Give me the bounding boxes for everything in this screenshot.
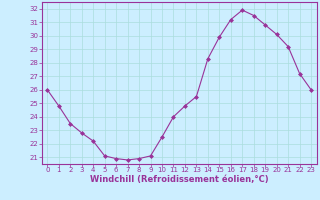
X-axis label: Windchill (Refroidissement éolien,°C): Windchill (Refroidissement éolien,°C) <box>90 175 268 184</box>
